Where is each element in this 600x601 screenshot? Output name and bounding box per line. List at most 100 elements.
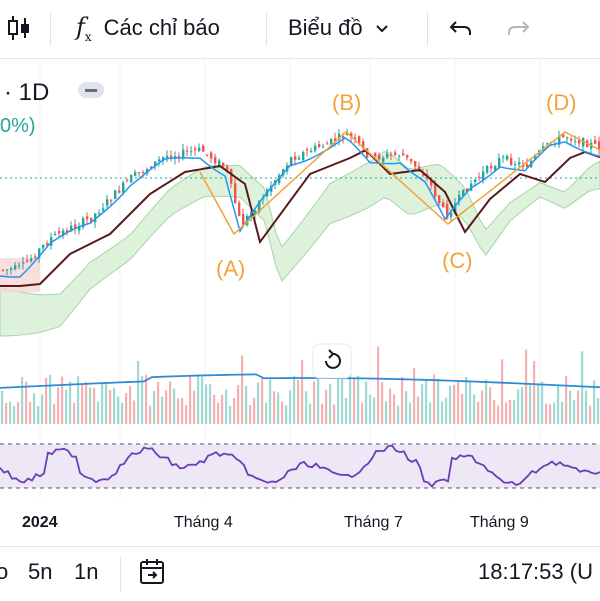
volume-bar [177,398,180,424]
candle-body [258,200,261,213]
candle-body [38,248,41,259]
candle-body [450,212,453,217]
volume-bar [125,393,128,424]
volume-bar [45,378,48,424]
volume-bar [89,387,92,424]
toolbar-divider [427,12,428,46]
candle-body [34,256,37,258]
indicators-button[interactable]: fx Các chỉ báo [76,10,220,46]
candle-body [194,148,197,150]
range-button-partial[interactable]: o [0,559,9,584]
volume-bar [277,392,280,424]
candle-body [294,156,297,160]
volume-bar [421,384,424,424]
go-to-date-button[interactable] [138,557,168,592]
time-label-july: Tháng 7 [344,514,403,531]
candle-body [170,155,173,159]
volume-bar [269,379,272,424]
volume-bar [101,383,104,424]
candle-body [414,161,417,167]
volume-bar [49,374,52,424]
chevron-down-icon [375,25,388,33]
volume-bar [261,377,264,424]
candle-body [14,265,17,270]
candle-body [30,258,33,262]
volume-bar [253,397,256,424]
volume-bar [229,405,232,424]
volume-bar [109,389,112,424]
volume-bar [381,382,384,424]
candle-body [350,133,353,137]
volume-bar [401,376,404,424]
candle-body [526,164,529,168]
time-label-september: Tháng 9 [470,514,529,531]
candles [2,128,600,276]
volume-bar [265,402,268,424]
go-to-date-icon [140,559,164,584]
volume-bar [69,381,72,424]
candlestick-icon[interactable] [6,10,34,46]
volume-bar [597,398,600,424]
candle-body [82,218,85,228]
volume-bar [213,394,216,424]
candle-body [10,268,13,270]
clock-time[interactable]: 18:17:53 (U [478,559,593,584]
volume-bar [297,380,300,424]
indicators-label: Các chỉ báo [103,15,220,40]
volume-bar [321,403,324,424]
wave-zigzag [199,130,600,236]
volume-bar [477,401,480,424]
candle-body [94,213,97,223]
candle-body [218,160,221,166]
candle-body [210,152,213,159]
candle-body [74,224,77,229]
candle-body [254,210,257,215]
volume-bar [57,387,60,424]
volume-bar [385,401,388,424]
undo-button[interactable] [448,10,474,46]
volume-bar [97,401,100,424]
candle-body [158,159,161,161]
wave-label-b: (B) [332,90,361,115]
candle-body [442,202,445,207]
price-chart[interactable]: (A) (B) (C) (D) · 1D 0%) 2024 Tháng 4 Th… [0,58,600,546]
range-button-5n[interactable]: 5n [28,559,53,584]
candle-body [166,155,169,159]
volume-bar [345,397,348,424]
candle-body [222,162,225,167]
volume-bar [497,405,500,424]
candle-body [98,212,101,214]
bottom-bar: o 5n 1n 18:17:53 (U [0,546,600,601]
candle-body [482,171,485,180]
volume-bar [309,403,312,424]
volume-bar [537,383,540,424]
volume-bar [305,391,308,424]
volume-bar [137,360,140,424]
candle-body [362,141,365,149]
volume-bar [245,385,248,424]
range-button-1n[interactable]: 1n [74,559,99,584]
candle-body [486,165,489,173]
candle-body [434,183,437,197]
reset-chart-button[interactable] [312,343,352,379]
bottom-divider [120,557,121,591]
volume-bar [65,389,68,424]
volume-bar [521,387,524,424]
chart-area[interactable]: (A) (B) (C) (D) · 1D 0%) 2024 Tháng 4 Th… [0,58,600,546]
candle-body [446,203,449,219]
redo-button[interactable] [505,10,531,46]
volume-bar [461,393,464,424]
volume-bar [173,388,176,424]
candle-body [506,155,509,160]
volume-bar [569,390,572,424]
candle-body [502,156,505,158]
candle-body [110,200,113,202]
candle-body [78,226,81,231]
volume-bar [165,390,168,424]
candle-body [142,171,145,173]
volume-bar [193,390,196,424]
candle-body [534,155,537,160]
volume-bar [353,378,356,424]
volume-bar [273,391,276,424]
chart-type-button[interactable]: Biểu đồ [288,10,391,46]
